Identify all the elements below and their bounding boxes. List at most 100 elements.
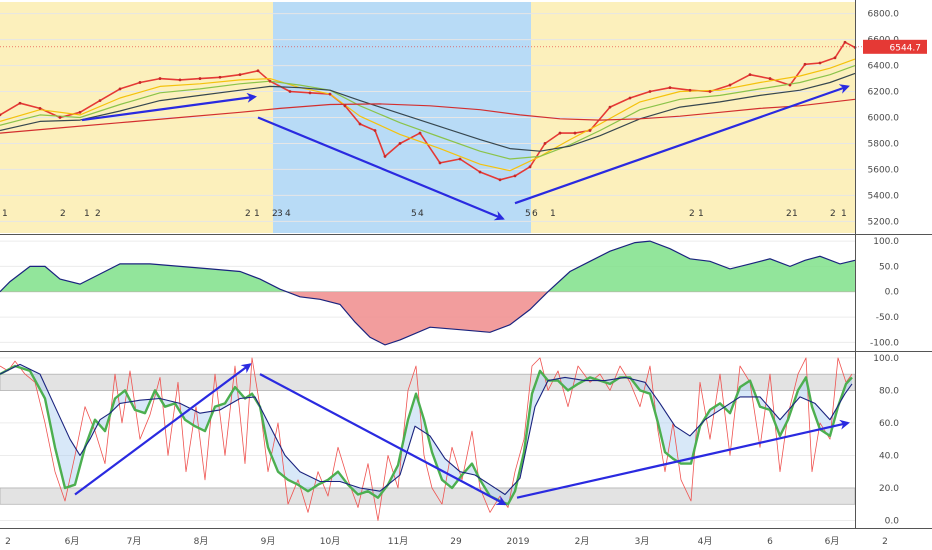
price-point-41 [748, 73, 752, 77]
wave-marker-10: 4 [418, 209, 424, 219]
price-y-tick-3: 6200.0 [868, 88, 900, 98]
osc-y-tick-1: 50.0 [879, 262, 899, 272]
price-point-25 [458, 157, 462, 161]
axis-labels: 6800.06600.06400.06200.06000.05800.05600… [2, 10, 927, 547]
osc-line [0, 240, 856, 346]
price-point-10 [198, 77, 202, 80]
price-point-4 [78, 110, 82, 114]
price-point-27 [498, 178, 502, 182]
price-y-tick-7: 5400.0 [868, 191, 900, 201]
price-point-3 [58, 116, 62, 119]
x-tick-2: 7月 [127, 536, 142, 547]
price-point-34 [608, 105, 612, 109]
wave-marker-0: 1 [2, 209, 8, 219]
price-point-29 [528, 165, 532, 169]
price-series-ema_mid [0, 65, 856, 160]
price-point-37 [668, 86, 672, 90]
price-point-45 [818, 61, 822, 65]
price-series-ema_fast [0, 58, 856, 172]
price-point-19 [358, 122, 362, 126]
wave-marker-14: 2 [689, 209, 695, 219]
price-trend-arrow-0 [81, 92, 257, 122]
x-tick-14: 2 [882, 537, 888, 547]
x-tick-4: 9月 [261, 536, 276, 547]
wave-marker-4: 2 [245, 209, 251, 219]
wave-marker-13: 1 [550, 209, 556, 219]
stoch-y-tick-4: 20.0 [879, 484, 899, 494]
x-tick-6: 11月 [388, 536, 408, 547]
wave-marker-5: 1 [254, 209, 260, 219]
x-tick-11: 4月 [698, 536, 713, 547]
price-y-tick-4: 6000.0 [868, 114, 900, 124]
x-tick-7: 29 [450, 537, 462, 547]
price-point-16 [308, 91, 312, 95]
price-point-12 [238, 73, 242, 77]
wave-marker-3: 2 [95, 209, 101, 219]
stoch-y-tick-1: 80.0 [879, 386, 899, 396]
stoch-y-tick-0: 100.0 [873, 354, 899, 364]
x-tick-10: 3月 [635, 536, 650, 547]
price-point-21 [383, 155, 387, 158]
price-point-6 [118, 87, 122, 91]
wave-marker-11: 5 [525, 209, 531, 219]
price-point-5 [98, 99, 102, 103]
price-y-tick-5: 5800.0 [868, 139, 900, 149]
price-point-23 [418, 131, 422, 135]
last-price-badge [863, 39, 927, 54]
stoch-fill [0, 364, 852, 505]
osc-y-tick-3: -50.0 [876, 313, 900, 323]
price-point-2 [38, 107, 42, 110]
osc-y-tick-0: 100.0 [873, 237, 899, 247]
price-point-14 [268, 79, 272, 83]
price-point-28 [513, 174, 517, 178]
price-point-1 [18, 101, 22, 105]
wave-marker-9: 5 [411, 209, 417, 219]
price-point-38 [688, 88, 692, 92]
last-price-label: 6544.7 [890, 43, 922, 53]
price-point-0 [0, 113, 2, 117]
wave-marker-17: 1 [792, 209, 798, 219]
price-point-30 [543, 142, 547, 145]
osc-y-tick-2: 0.0 [885, 288, 900, 298]
stoch-y-tick-5: 0.0 [885, 516, 900, 526]
osc-positive-area [0, 241, 855, 292]
price-point-35 [628, 96, 632, 100]
x-tick-0: 2 [5, 537, 11, 547]
price-y-tick-8: 5200.0 [868, 217, 900, 227]
wave-marker-7: 3 [277, 209, 283, 219]
stoch-y-tick-2: 60.0 [879, 419, 899, 429]
price-point-9 [178, 78, 182, 82]
x-tick-5: 10月 [320, 536, 340, 547]
x-tick-12: 6 [767, 537, 773, 547]
price-point-33 [588, 129, 592, 132]
wave-marker-6: 2 [272, 209, 278, 219]
price-point-43 [788, 83, 792, 87]
price-series-ema_long [0, 98, 856, 134]
price-point-11 [218, 75, 222, 79]
wave-marker-1: 2 [60, 209, 66, 219]
price-y-tick-2: 6400.0 [868, 62, 900, 72]
price-point-32 [573, 131, 577, 135]
price-point-18 [343, 104, 347, 108]
price-y-tick-0: 6800.0 [868, 10, 900, 20]
wave-marker-16: 2 [786, 209, 792, 219]
stochastic-bands [0, 373, 856, 505]
osc-negative-area [0, 291, 855, 345]
wave-marker-15: 1 [698, 209, 704, 219]
price-point-7 [138, 81, 142, 84]
osc-y-tick-4: -100.0 [870, 338, 899, 348]
panel-frames [0, 0, 932, 529]
price-point-36 [648, 90, 652, 93]
price-point-31 [558, 131, 562, 135]
stoch-series-k_fast [0, 357, 853, 521]
price-point-24 [438, 161, 442, 165]
stoch-band-1 [0, 487, 856, 505]
price-point-17 [328, 92, 332, 96]
price-point-39 [708, 90, 712, 93]
price-point-46 [833, 56, 837, 60]
price-point-13 [256, 69, 260, 73]
price-series-ema_slow [0, 72, 856, 152]
price-point-40 [728, 83, 732, 87]
price-y-tick-6: 5600.0 [868, 165, 900, 175]
wave-marker-18: 2 [830, 209, 836, 219]
